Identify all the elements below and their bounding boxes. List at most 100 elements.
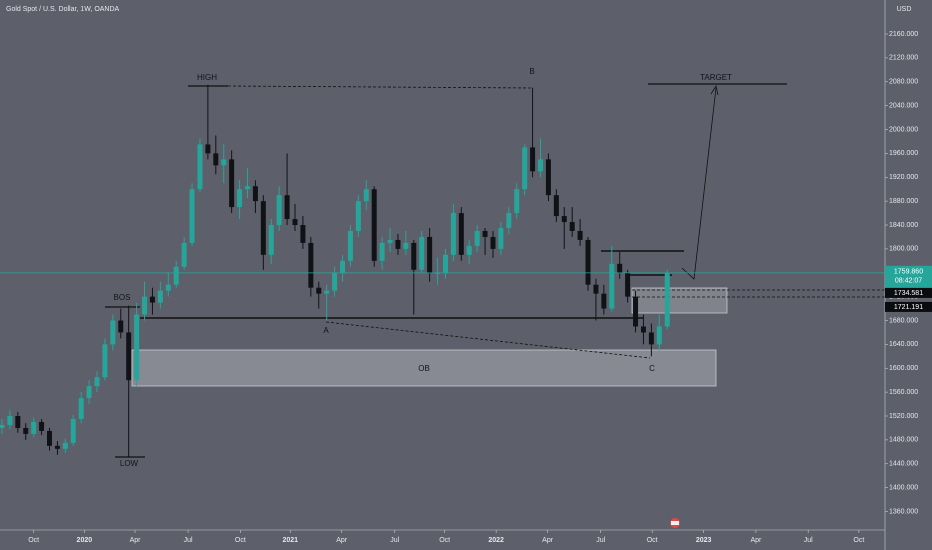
annotation: C bbox=[649, 364, 655, 373]
candle-body bbox=[474, 230, 480, 246]
x-tick-label: Oct bbox=[28, 537, 39, 544]
y-tick-label: 1920.000 bbox=[889, 174, 918, 181]
candle-body bbox=[506, 213, 512, 228]
candle-body bbox=[538, 159, 544, 172]
candle-body bbox=[648, 332, 654, 345]
candle-body bbox=[482, 230, 488, 237]
candle-body bbox=[569, 222, 575, 231]
candle-body bbox=[442, 254, 448, 273]
x-tick-label: Apr bbox=[130, 537, 142, 544]
annotation-texts: HIGH B TARGET BOS A OB C LOW bbox=[114, 67, 732, 468]
annotation: A bbox=[323, 326, 329, 335]
arrow-head bbox=[710, 84, 719, 96]
candle-body bbox=[379, 242, 385, 261]
candle-body bbox=[237, 189, 243, 208]
candle-body bbox=[656, 326, 662, 345]
candle-body bbox=[300, 225, 306, 243]
annotation: TARGET bbox=[700, 73, 732, 82]
candle-body bbox=[292, 219, 298, 226]
candle-body bbox=[54, 445, 60, 449]
candle-body bbox=[395, 239, 401, 249]
candle-body bbox=[62, 442, 68, 449]
candle-body bbox=[94, 377, 100, 387]
candle-body bbox=[371, 189, 377, 261]
x-tick-label: 2020 bbox=[77, 537, 93, 544]
y-tick-label: 1680.000 bbox=[889, 317, 918, 324]
candle-body bbox=[189, 189, 195, 243]
candle-body bbox=[347, 230, 353, 261]
candle-body bbox=[419, 236, 425, 270]
candle-body bbox=[110, 320, 116, 345]
y-tick-label: 1360.000 bbox=[889, 508, 918, 515]
x-tick-label: Oct bbox=[853, 537, 864, 544]
candle-body bbox=[308, 242, 314, 288]
y-tick-label: 1800.000 bbox=[889, 246, 918, 253]
candle-body bbox=[427, 236, 433, 273]
candle-body bbox=[450, 213, 456, 255]
annotation: B bbox=[529, 67, 534, 76]
candle-body bbox=[601, 293, 607, 309]
current-price-box bbox=[885, 265, 932, 288]
annotation: LOW bbox=[120, 459, 139, 468]
candle-body bbox=[31, 421, 37, 434]
candle-body bbox=[625, 272, 631, 297]
candle-body bbox=[134, 314, 140, 381]
gap-zone bbox=[631, 287, 728, 314]
candle-body bbox=[15, 416, 21, 428]
candle-body bbox=[490, 236, 496, 249]
candle-body bbox=[435, 272, 441, 274]
x-tick-label: Jul bbox=[804, 537, 813, 544]
x-tick-label: Apr bbox=[750, 537, 762, 544]
candle-body bbox=[86, 386, 92, 399]
candle-body bbox=[316, 287, 322, 294]
y-tick-label: 1600.000 bbox=[889, 365, 918, 372]
price-label: 1734.581 bbox=[894, 290, 923, 297]
candle-body bbox=[142, 296, 148, 315]
candle-body bbox=[617, 263, 623, 273]
order-block-zone bbox=[131, 349, 717, 387]
candle-body bbox=[268, 225, 274, 255]
candle-body bbox=[593, 284, 599, 294]
candle-body bbox=[149, 296, 155, 303]
candle-body bbox=[213, 153, 219, 166]
dashed-line bbox=[325, 321, 651, 359]
candle-body bbox=[70, 418, 76, 443]
y-tick-label: 2160.000 bbox=[889, 31, 918, 38]
candle-body bbox=[387, 239, 393, 243]
candle-body bbox=[561, 216, 567, 223]
candle-body bbox=[252, 186, 258, 202]
candle-body bbox=[363, 189, 369, 202]
candle-body bbox=[530, 147, 536, 172]
candle-body bbox=[205, 144, 211, 154]
candle-body bbox=[173, 266, 179, 285]
drawings bbox=[105, 83, 885, 458]
candle-body bbox=[229, 159, 235, 208]
candle-body bbox=[78, 398, 84, 419]
price-label-box bbox=[885, 301, 932, 312]
candle-body bbox=[118, 320, 124, 333]
price-label: 1721.191 bbox=[894, 304, 923, 311]
target-arrow bbox=[681, 87, 717, 280]
candle-body bbox=[633, 296, 639, 327]
candle-body bbox=[411, 242, 417, 270]
candle-body bbox=[197, 144, 203, 190]
candle-body bbox=[276, 195, 282, 226]
candle-body bbox=[157, 290, 163, 303]
candle-body bbox=[458, 213, 464, 255]
x-tick-label: Jul bbox=[390, 537, 399, 544]
x-tick-label: Apr bbox=[542, 537, 554, 544]
y-tick-label: 1840.000 bbox=[889, 222, 918, 229]
candle-body bbox=[355, 201, 361, 231]
candle-body bbox=[165, 284, 171, 291]
x-tick-label: Jul bbox=[596, 537, 605, 544]
y-tick-label: 1440.000 bbox=[889, 461, 918, 468]
candle-body bbox=[126, 332, 132, 381]
candle-body bbox=[46, 430, 52, 446]
candle-body bbox=[403, 242, 409, 249]
price-label-box bbox=[885, 287, 932, 298]
x-tick-label: 2022 bbox=[488, 537, 504, 544]
y-tick-label: 2040.000 bbox=[889, 102, 918, 109]
candle-body bbox=[577, 230, 583, 240]
candle-body bbox=[284, 195, 290, 220]
x-tick-label: Oct bbox=[439, 537, 450, 544]
